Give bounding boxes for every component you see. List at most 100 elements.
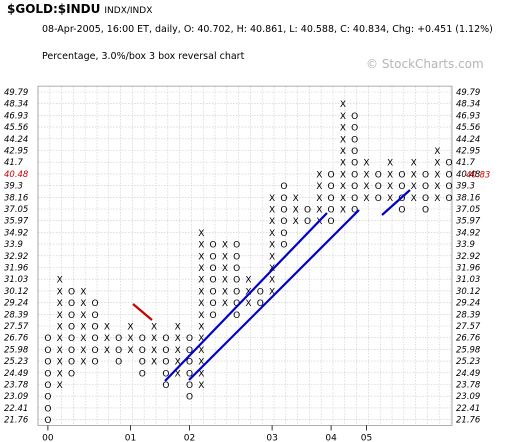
o-mark: O xyxy=(351,182,358,192)
o-mark: O xyxy=(44,346,51,356)
x-mark: X xyxy=(269,206,275,216)
o-mark: O xyxy=(210,264,217,274)
o-mark: O xyxy=(375,170,382,180)
x-mark: X xyxy=(316,206,322,216)
trend-line xyxy=(164,212,328,382)
x-mark: X xyxy=(198,229,204,239)
o-mark: O xyxy=(162,334,169,344)
y-tick-left: 31.96 xyxy=(4,264,29,274)
y-tick-left: 32.92 xyxy=(4,252,28,262)
y-tick-right: 37.05 xyxy=(456,205,480,215)
y-tick-left: 35.97 xyxy=(4,217,29,227)
y-tick-left: 26.76 xyxy=(4,334,29,344)
o-mark: O xyxy=(115,358,122,368)
x-mark: X xyxy=(57,287,63,297)
o-mark: O xyxy=(210,311,217,321)
exchange-label: INDX/INDX xyxy=(104,6,153,16)
y-tick-right: 30.12 xyxy=(456,287,480,297)
y-tick-left: 27.57 xyxy=(4,322,29,332)
o-mark: O xyxy=(186,346,193,356)
y-tick-left: 25.23 xyxy=(4,357,28,367)
x-mark: X xyxy=(127,346,133,356)
x-mark: X xyxy=(340,147,346,157)
o-mark: O xyxy=(139,369,146,379)
y-tick-left: 40.48 xyxy=(4,170,29,180)
x-mark: X xyxy=(245,276,251,286)
x-mark: X xyxy=(269,241,275,251)
o-mark: O xyxy=(422,170,429,180)
o-mark: O xyxy=(422,182,429,192)
x-mark: X xyxy=(198,252,204,262)
x-mark: X xyxy=(198,276,204,286)
o-mark: O xyxy=(92,299,99,309)
y-tick-right: 44.24 xyxy=(456,135,480,145)
trend-line xyxy=(381,189,411,216)
x-mark: X xyxy=(57,276,63,286)
x-mark: X xyxy=(340,182,346,192)
y-tick-right: 35.97 xyxy=(456,217,481,227)
o-mark: O xyxy=(351,147,358,157)
x-mark: X xyxy=(340,135,346,145)
x-tick-label: 05 xyxy=(361,433,372,442)
y-tick-left: 41.7 xyxy=(4,158,24,168)
chart-title: $GOLD:$INDU INDX/INDX xyxy=(7,2,152,16)
x-mark: X xyxy=(198,241,204,251)
o-mark: O xyxy=(68,311,75,321)
y-last-value: 40.83 xyxy=(466,170,490,180)
x-mark: X xyxy=(222,276,228,286)
o-mark: O xyxy=(92,346,99,356)
o-mark: O xyxy=(328,182,335,192)
x-mark: X xyxy=(57,381,63,391)
x-mark: X xyxy=(198,346,204,356)
x-mark: X xyxy=(151,334,157,344)
x-mark: X xyxy=(269,229,275,239)
o-mark: O xyxy=(375,182,382,192)
y-tick-right: 33.9 xyxy=(456,240,475,250)
y-tick-right: 28.39 xyxy=(456,310,480,320)
x-mark: X xyxy=(434,159,440,169)
o-mark: O xyxy=(446,194,453,204)
x-mark: X xyxy=(269,252,275,262)
x-mark: X xyxy=(434,182,440,192)
o-mark: O xyxy=(233,287,240,297)
o-mark: O xyxy=(233,241,240,251)
y-tick-right: 27.57 xyxy=(456,322,481,332)
x-mark: X xyxy=(57,334,63,344)
o-mark: O xyxy=(351,124,358,134)
x-mark: X xyxy=(363,159,369,169)
marks: OOOOOOOOXXXXXXXXXXOOOOOOOOXXXXXXXOOOOOOX… xyxy=(44,100,452,426)
x-mark: X xyxy=(411,170,417,180)
x-mark: X xyxy=(387,194,393,204)
o-mark: O xyxy=(68,369,75,379)
x-mark: X xyxy=(104,346,110,356)
o-mark: O xyxy=(233,311,240,321)
x-mark: X xyxy=(222,241,228,251)
o-mark: O xyxy=(162,346,169,356)
symbol-label: $GOLD:$INDU xyxy=(7,2,101,16)
o-mark: O xyxy=(92,358,99,368)
y-tick-left: 42.95 xyxy=(4,147,28,157)
x-mark: X xyxy=(175,334,181,344)
chart-method: Percentage, 3.0%/box 3 box reversal char… xyxy=(42,51,245,62)
o-mark: O xyxy=(328,217,335,227)
o-mark: O xyxy=(210,287,217,297)
y-tick-right: 42.95 xyxy=(456,147,480,157)
x-mark: X xyxy=(57,358,63,368)
x-mark: X xyxy=(57,323,63,333)
o-mark: O xyxy=(44,393,51,403)
x-mark: X xyxy=(175,346,181,356)
y-tick-left: 21.76 xyxy=(4,416,29,426)
x-mark: X xyxy=(198,381,204,391)
x-mark: X xyxy=(198,369,204,379)
x-mark: X xyxy=(434,147,440,157)
y-tick-left: 34.92 xyxy=(4,228,28,238)
y-tick-right: 26.76 xyxy=(456,334,481,344)
o-mark: O xyxy=(68,334,75,344)
o-mark: O xyxy=(115,334,122,344)
x-mark: X xyxy=(245,287,251,297)
o-mark: O xyxy=(422,194,429,204)
o-mark: O xyxy=(351,194,358,204)
x-mark: X xyxy=(57,346,63,356)
